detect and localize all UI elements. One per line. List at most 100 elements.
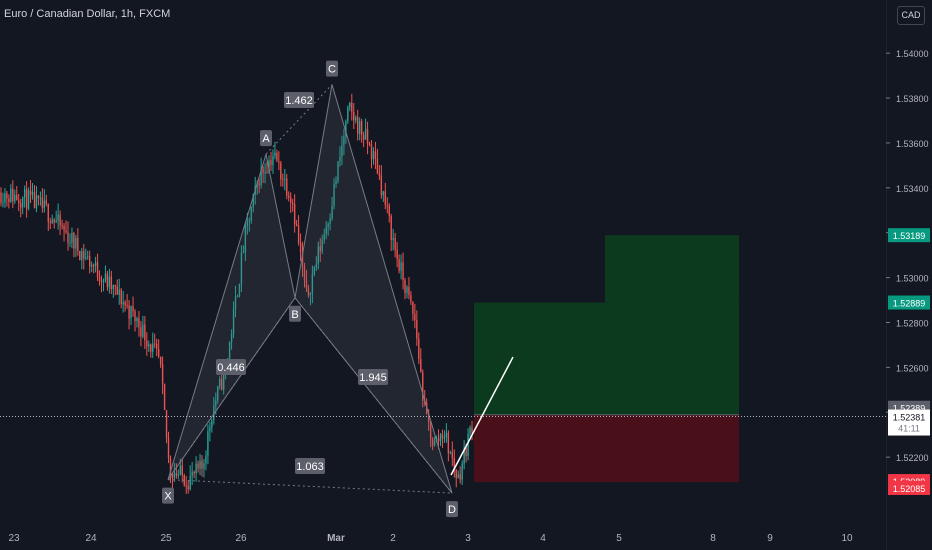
time-axis-label: 8	[710, 533, 716, 544]
pattern-point-b-text: B	[291, 309, 298, 321]
long-position-tool[interactable]	[474, 235, 739, 483]
candle-body	[288, 195, 290, 198]
candle-body	[471, 427, 473, 433]
pattern-point-x[interactable]: X	[162, 487, 174, 504]
candle-body	[83, 251, 85, 259]
candle-body	[118, 289, 120, 295]
candle-body	[311, 274, 314, 293]
price-tick-label: 1.52600	[896, 363, 929, 373]
candle-body	[402, 262, 404, 281]
candle-body	[73, 233, 75, 249]
profit-zone-2[interactable]	[605, 235, 739, 303]
candle-body	[400, 262, 402, 271]
candle-body	[136, 318, 138, 322]
pattern-ratio-label[interactable]: 0.446	[216, 359, 246, 375]
candle-body	[0, 192, 2, 203]
candle-body	[90, 264, 93, 267]
currency-button[interactable]: CAD	[897, 6, 925, 25]
pattern-point-c[interactable]: C	[326, 60, 338, 77]
candle-body	[422, 372, 424, 401]
candle-body	[364, 128, 367, 140]
ratio-line-xd	[167, 479, 453, 494]
time-axis-label: Mar	[327, 533, 345, 544]
candle-body	[445, 432, 448, 438]
pattern-ratio-label[interactable]: 1.063	[295, 458, 325, 474]
candle-body	[406, 287, 408, 293]
candle-body	[274, 152, 276, 157]
candle-body	[412, 301, 414, 314]
candle-body	[201, 460, 203, 469]
take-profit-1-price-badge: 1.52889	[893, 299, 926, 309]
pattern-ratio-label[interactable]: 1.462	[284, 92, 314, 108]
candle-body	[309, 292, 312, 295]
profit-zone-1[interactable]	[474, 302, 739, 415]
candle-body	[10, 188, 12, 202]
candle-body	[236, 296, 239, 298]
pattern-ratio-label[interactable]: 1.945	[358, 369, 388, 385]
candle-body	[457, 474, 459, 478]
candle-body	[53, 219, 55, 223]
candle-body	[195, 463, 197, 474]
trend-line[interactable]	[450, 356, 514, 476]
candle-body	[124, 302, 126, 306]
price-tick-label: 1.53800	[896, 94, 929, 104]
candle-body	[427, 414, 430, 423]
candle-body	[465, 447, 467, 457]
candle-body	[159, 356, 162, 365]
candle-body	[388, 205, 390, 216]
time-axis-label: 26	[235, 533, 247, 544]
candle-body	[8, 198, 10, 202]
pattern-ratio-label-text: 1.945	[359, 372, 387, 384]
candle-body	[61, 225, 63, 227]
price-axis[interactable]: 1.540001.538001.536001.534001.532001.530…	[886, 0, 932, 550]
candle-body	[351, 102, 353, 112]
pattern-ratio-label-bg	[216, 359, 246, 375]
pattern-point-x-bg	[162, 487, 174, 504]
pattern-point-b[interactable]: B	[289, 305, 301, 322]
candle-body	[469, 427, 471, 435]
candle-body	[114, 284, 116, 287]
candle-body	[104, 273, 107, 281]
candle-body	[181, 465, 183, 476]
candle-body	[187, 486, 189, 490]
candle-body	[49, 221, 51, 223]
candle-body	[433, 441, 436, 446]
candle-body	[6, 193, 8, 199]
candle-body	[238, 283, 241, 297]
candle-body	[376, 158, 379, 174]
candle-body	[307, 288, 310, 295]
candle-body	[455, 469, 457, 478]
candle-body	[33, 191, 36, 209]
stop-loss-price-badge-lower: 1.52085	[893, 484, 926, 494]
candle-body	[357, 117, 359, 134]
candle-body	[339, 157, 341, 162]
candle-body	[418, 338, 420, 360]
candle-body	[252, 194, 254, 208]
pattern-point-c-bg	[326, 60, 338, 77]
candle-body	[88, 256, 91, 267]
harmonic-pattern[interactable]	[167, 84, 453, 494]
candle-body	[390, 215, 392, 240]
candle-body	[203, 463, 205, 469]
price-tick-label: 1.52200	[896, 453, 929, 463]
candle-body	[157, 348, 160, 357]
pattern-point-a[interactable]: A	[260, 130, 272, 147]
candle-body	[116, 286, 118, 295]
candle-body	[29, 190, 32, 195]
candle-body	[71, 233, 73, 243]
time-axis-label: 24	[85, 533, 97, 544]
pattern-point-d[interactable]: D	[446, 501, 458, 518]
candle-body	[193, 471, 195, 474]
price-chart-plot[interactable]: 23 24 25 26 Mar 2 3 4 5 8 9 10XABCD0.4461.4621.9451…	[0, 0, 886, 550]
time-axis-label: 9	[767, 533, 773, 544]
candle-body	[16, 194, 18, 201]
stop-loss-zone[interactable]	[474, 414, 739, 483]
time-axis-label: 10	[841, 533, 853, 544]
candle-body	[453, 458, 455, 470]
candle-body	[451, 452, 453, 459]
price-tick-label: 1.54000	[896, 49, 929, 59]
candle-body	[20, 203, 22, 208]
last-price-badge: 1.52381	[893, 413, 926, 423]
price-tick-label: 1.52800	[896, 318, 929, 328]
